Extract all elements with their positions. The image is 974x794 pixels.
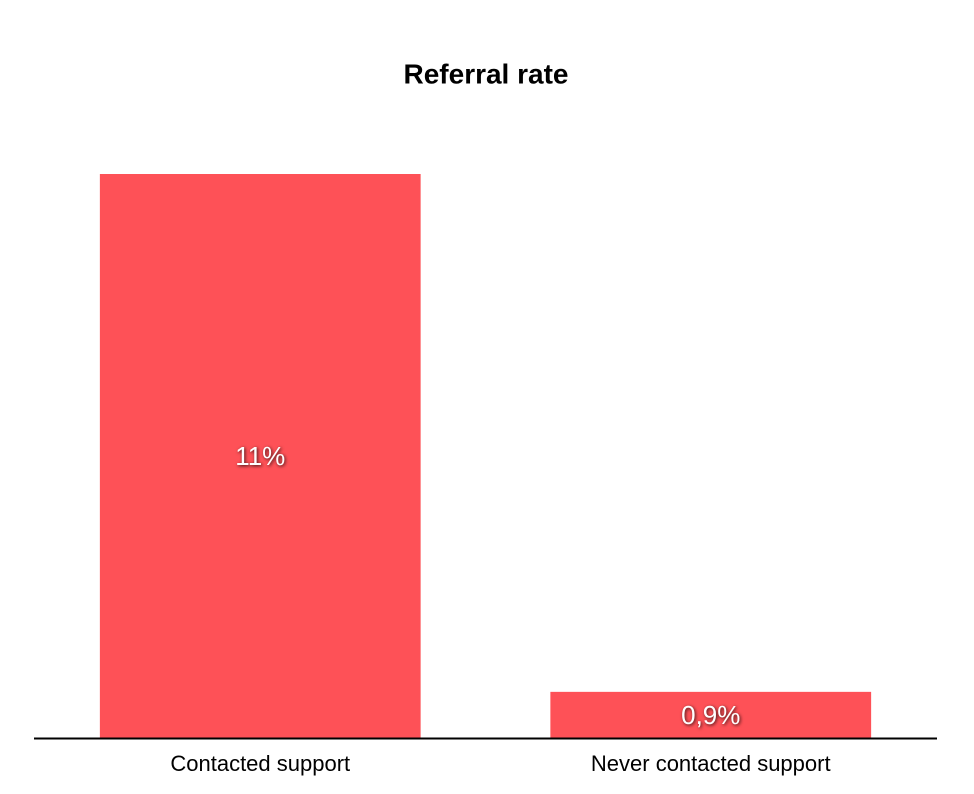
- x-tick-label: Contacted support: [170, 751, 350, 776]
- bar: [99, 174, 421, 738]
- chart-title: Referral rate: [404, 58, 569, 89]
- value-label: 0,9%: [681, 700, 740, 730]
- value-label: 11%: [235, 441, 285, 471]
- x-tick-label: Never contacted support: [591, 751, 831, 776]
- bar: [550, 691, 872, 738]
